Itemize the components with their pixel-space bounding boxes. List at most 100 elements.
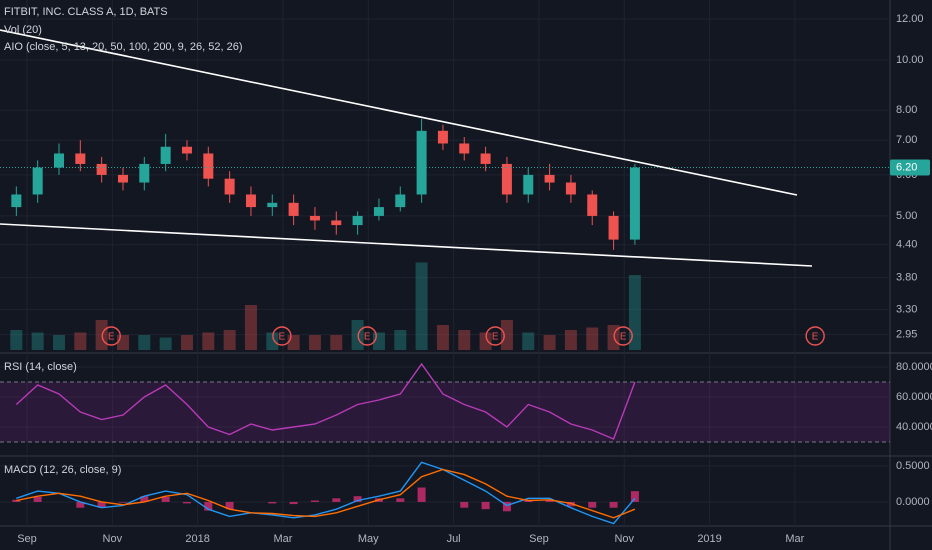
earnings-label: E xyxy=(620,332,627,343)
volume-bar xyxy=(287,335,300,350)
volume-bar xyxy=(116,335,129,350)
volume-bar xyxy=(202,332,215,350)
candle-body xyxy=(203,153,214,179)
histogram-bar xyxy=(545,500,554,502)
y-tick-label: 7.00 xyxy=(896,134,917,146)
histogram-bar xyxy=(396,498,405,502)
indicator-line xyxy=(16,468,636,519)
indicator-line xyxy=(15,362,636,440)
histogram-bar xyxy=(588,501,597,508)
histogram-bar xyxy=(502,501,511,512)
candle-body xyxy=(139,163,150,183)
histogram-bar xyxy=(182,501,191,504)
indicator-label: Vol (20) xyxy=(4,24,42,36)
candle-body xyxy=(373,207,384,216)
candle-body xyxy=(501,163,512,195)
volume-bar xyxy=(266,332,279,350)
volume-bar xyxy=(10,330,23,350)
y-tick-label: 0.0000 xyxy=(896,496,930,508)
y-tick-label: 10.00 xyxy=(896,54,924,66)
candle-body xyxy=(480,153,491,164)
histogram-bar xyxy=(353,496,362,502)
x-tick-label: Mar xyxy=(785,533,804,545)
earnings-label: E xyxy=(812,332,819,343)
volume-bar xyxy=(74,332,87,350)
volume-bar xyxy=(500,320,513,350)
histogram-bar xyxy=(460,501,469,508)
candle-body xyxy=(544,174,555,183)
volume-bar xyxy=(522,332,535,350)
x-tick-label: Mar xyxy=(273,533,292,545)
candle-body xyxy=(565,182,576,195)
y-tick-label: 12.00 xyxy=(896,13,924,25)
pane-title: MACD (12, 26, close, 9) xyxy=(4,464,121,476)
x-tick-label: Nov xyxy=(103,533,123,545)
y-tick-label: 60.0000 xyxy=(896,391,932,403)
histogram-bar xyxy=(609,501,618,508)
chart-title: FITBIT, INC. CLASS A, 1D, BATS xyxy=(4,6,168,18)
y-tick-label: 3.30 xyxy=(896,303,917,315)
earnings-marker xyxy=(357,326,377,346)
candle-body xyxy=(181,146,192,154)
candle-body xyxy=(459,143,470,154)
volume-bar xyxy=(180,335,193,350)
y-tick-label: 3.80 xyxy=(896,272,917,284)
candle-body xyxy=(75,153,86,164)
x-tick-label: Nov xyxy=(614,533,634,545)
histogram-bar xyxy=(140,496,149,502)
histogram-bar xyxy=(204,501,213,511)
candle-body xyxy=(288,202,299,216)
volume-bar xyxy=(138,335,151,350)
candle-body xyxy=(160,146,171,164)
indicator-label: AIO (close, 5, 13, 20, 50, 100, 200, 9, … xyxy=(4,41,243,53)
volume-bar xyxy=(52,335,65,350)
y-tick-label: 2.95 xyxy=(896,328,917,340)
candle-body xyxy=(117,174,128,183)
trend-line xyxy=(0,29,798,196)
earnings-marker xyxy=(613,326,633,346)
volume-bar xyxy=(330,335,343,350)
candle-body xyxy=(437,130,448,144)
candle-body xyxy=(96,163,107,175)
histogram-bar xyxy=(225,501,234,510)
histogram-bar xyxy=(310,500,319,502)
histogram-bar xyxy=(332,498,341,502)
histogram-bar xyxy=(97,501,106,508)
histogram-bar xyxy=(12,499,21,502)
volume-bar xyxy=(628,275,641,350)
volume-bar xyxy=(415,262,428,350)
histogram-bar xyxy=(118,501,127,503)
candle-body xyxy=(53,153,64,168)
x-tick-label: 2019 xyxy=(697,533,721,545)
candle-body xyxy=(352,215,363,226)
y-tick-label: 5.00 xyxy=(896,210,917,222)
histogram-bar xyxy=(481,501,490,510)
candle-body xyxy=(309,215,320,221)
candle-body xyxy=(224,178,235,195)
earnings-marker xyxy=(101,326,121,346)
earnings-marker xyxy=(272,326,292,346)
candle-body xyxy=(587,194,598,216)
volume-bar xyxy=(159,337,172,350)
earnings-label: E xyxy=(492,332,499,343)
candle-body xyxy=(629,167,640,240)
volume-bar xyxy=(564,330,577,350)
volume-bar xyxy=(308,335,321,350)
y-tick-label: 40.0000 xyxy=(896,421,932,433)
histogram-bar xyxy=(289,501,298,505)
x-tick-label: Sep xyxy=(17,533,37,545)
candle-body xyxy=(331,220,342,226)
candle-body xyxy=(245,194,256,208)
histogram-bar xyxy=(33,496,42,502)
candle-body xyxy=(523,174,534,195)
pane-title: RSI (14, close) xyxy=(4,361,77,373)
volume-bar xyxy=(394,330,407,350)
y-tick-label: 0.5000 xyxy=(896,460,930,472)
y-tick-label: 4.40 xyxy=(896,239,917,251)
histogram-bar xyxy=(76,501,85,508)
histogram-bar xyxy=(630,491,639,502)
indicator-line xyxy=(16,461,636,525)
x-tick-label: May xyxy=(358,533,379,545)
